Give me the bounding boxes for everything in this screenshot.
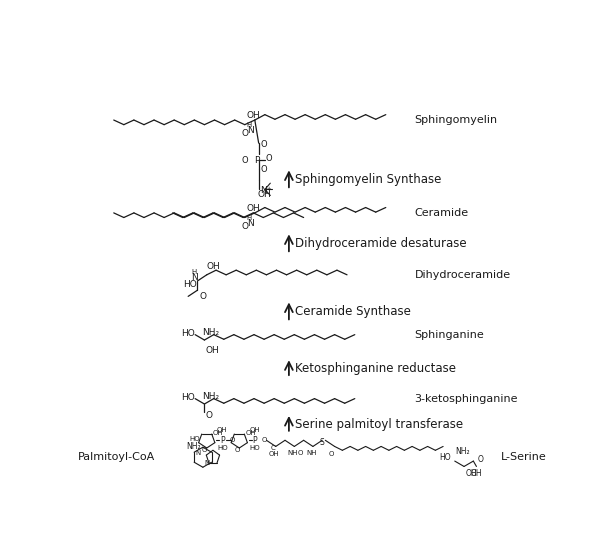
Text: N: N: [204, 460, 209, 466]
Text: O: O: [242, 155, 248, 165]
Text: HO: HO: [181, 392, 195, 401]
Text: OH: OH: [217, 427, 227, 434]
Text: OH: OH: [247, 204, 260, 213]
Text: O: O: [298, 450, 303, 456]
Text: O: O: [202, 446, 207, 452]
Text: HO: HO: [181, 329, 195, 338]
Text: O: O: [260, 140, 267, 149]
Text: OH: OH: [269, 451, 280, 457]
Text: O: O: [241, 222, 248, 231]
Text: N: N: [247, 219, 254, 228]
Text: O: O: [262, 437, 267, 443]
Text: Palmitoyl-CoA: Palmitoyl-CoA: [78, 452, 155, 462]
Text: C: C: [270, 445, 275, 451]
Text: NH: NH: [287, 450, 298, 456]
Text: O: O: [199, 292, 206, 301]
Text: O: O: [329, 451, 334, 457]
Text: OH: OH: [257, 190, 271, 199]
Text: O: O: [266, 154, 272, 163]
Text: OH: OH: [250, 427, 260, 434]
Text: O: O: [241, 129, 248, 138]
Text: HO: HO: [217, 445, 227, 451]
Text: O: O: [206, 411, 213, 420]
Text: OH: OH: [213, 429, 224, 436]
Text: Sphingomyelin: Sphingomyelin: [415, 115, 497, 125]
Text: HO: HO: [250, 445, 260, 451]
Text: N: N: [191, 273, 198, 282]
Text: H: H: [246, 214, 251, 220]
Text: OH: OH: [466, 469, 478, 478]
Text: O: O: [234, 446, 239, 452]
Text: Dihydroceramide: Dihydroceramide: [415, 270, 511, 280]
Text: S: S: [320, 438, 325, 447]
Text: P: P: [220, 436, 224, 445]
Text: NH₂: NH₂: [455, 448, 470, 457]
Text: HO: HO: [439, 453, 451, 461]
Text: Ketosphinganine reductase: Ketosphinganine reductase: [295, 362, 456, 375]
Text: L-Serine: L-Serine: [501, 452, 547, 462]
Text: O: O: [478, 455, 484, 464]
Text: H: H: [192, 269, 197, 275]
Text: HO: HO: [184, 280, 197, 288]
Text: P: P: [253, 436, 257, 445]
Text: OH: OH: [206, 263, 220, 272]
Text: Dihydroceramide desaturase: Dihydroceramide desaturase: [295, 237, 467, 250]
Text: NH₂: NH₂: [186, 442, 200, 451]
Text: O: O: [229, 437, 235, 443]
Text: Sphingomyelin Synthase: Sphingomyelin Synthase: [295, 173, 442, 185]
Text: NH₂: NH₂: [202, 392, 219, 401]
Text: Serine palmitoyl transferase: Serine palmitoyl transferase: [295, 418, 463, 431]
Text: N: N: [196, 450, 201, 456]
Text: OH: OH: [247, 111, 260, 120]
Text: H: H: [246, 122, 251, 128]
Text: P: P: [254, 155, 259, 165]
Text: OH: OH: [206, 346, 220, 354]
Text: HO: HO: [189, 436, 200, 442]
Text: 3-ketosphinganine: 3-ketosphinganine: [415, 393, 518, 404]
Text: Ceramide Synthase: Ceramide Synthase: [295, 304, 411, 318]
Text: NH: NH: [306, 450, 317, 456]
Text: NH₂: NH₂: [202, 329, 219, 338]
Text: OH: OH: [245, 429, 256, 436]
Text: N⁺: N⁺: [260, 187, 272, 196]
Text: OH: OH: [470, 469, 482, 478]
Text: N: N: [247, 126, 254, 135]
Text: Ceramide: Ceramide: [415, 208, 469, 218]
Text: O: O: [260, 165, 267, 174]
Text: Sphinganine: Sphinganine: [415, 330, 484, 340]
